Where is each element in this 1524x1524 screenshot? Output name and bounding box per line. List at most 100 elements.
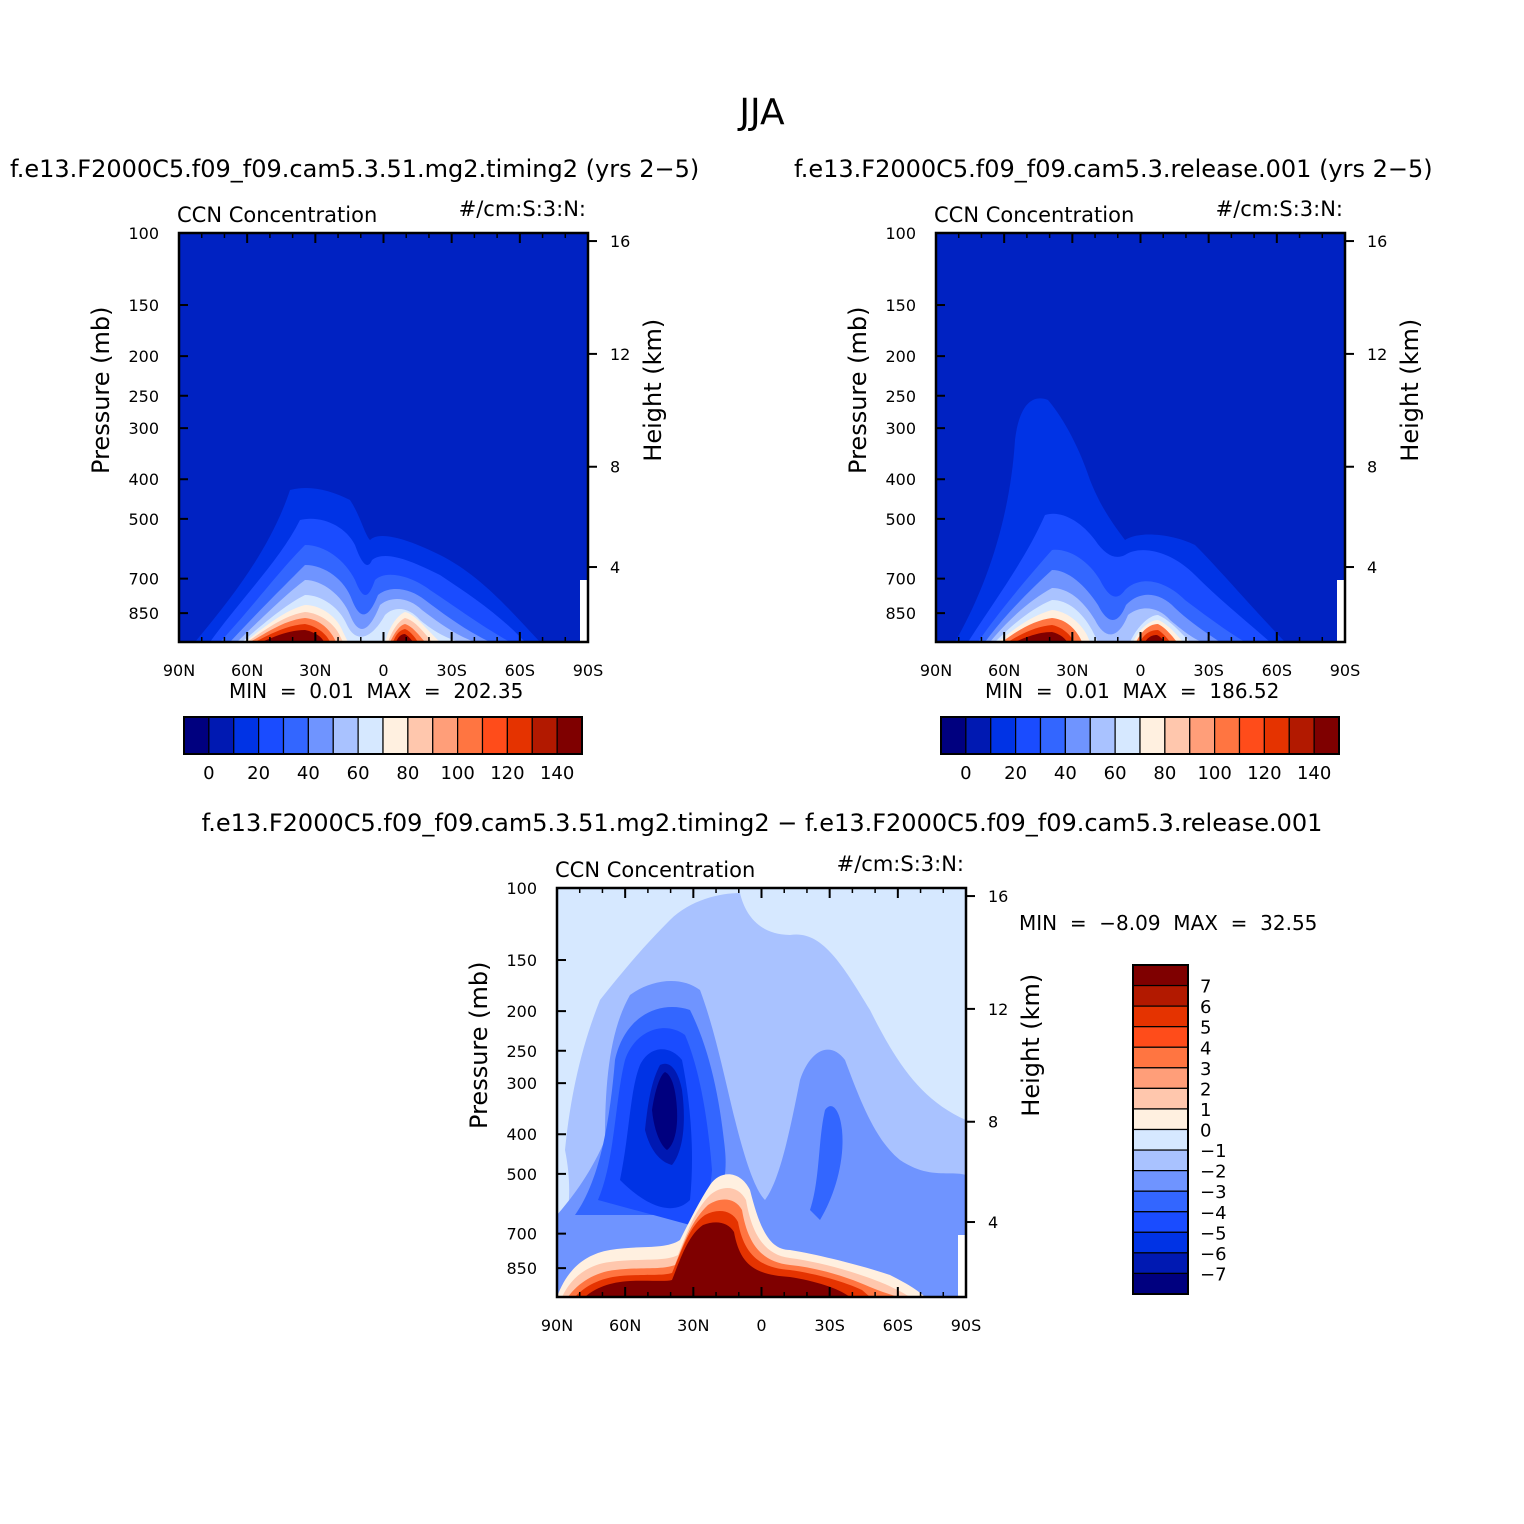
colorbar-label: 40 [297, 763, 320, 784]
colorbar-label: 0 [203, 763, 214, 784]
height-tick-label: 8 [988, 1113, 998, 1132]
latitude-tick-label: 0 [378, 661, 388, 680]
panel-title-control: f.e13.F2000C5.f09_f09.cam5.3.51.mg2.timi… [10, 155, 700, 183]
height-tick-label: 16 [610, 232, 630, 251]
latitude-tick-label: 60N [609, 1316, 641, 1335]
pressure-tick-label: 850 [885, 604, 916, 623]
main-title: JJA [739, 92, 785, 133]
diff-colorbar-label: 7 [1200, 977, 1211, 998]
diff-colorbar-swatch [1132, 1170, 1189, 1192]
colorbar-swatch [457, 716, 484, 755]
colorbar-swatch [183, 716, 210, 755]
height-tick-label: 16 [1367, 232, 1387, 251]
latitude-tick-label: 90S [1330, 661, 1361, 680]
diff-colorbar-swatch [1132, 1231, 1189, 1254]
units-label: #/cm:S:3:N: [1216, 197, 1343, 221]
min-max-label: MIN = 0.01 MAX = 202.35 [229, 679, 523, 703]
pressure-tick-label: 100 [885, 224, 916, 243]
pressure-tick-label: 700 [128, 570, 159, 589]
diff-colorbar-label: −3 [1200, 1182, 1227, 1203]
pressure-tick-label: 100 [506, 879, 537, 898]
height-tick-label: 4 [1367, 558, 1377, 577]
colorbar-swatch [258, 716, 285, 755]
colorbar-swatch [531, 716, 558, 755]
height-axis-title: Height (km) [1017, 974, 1045, 1117]
diff-colorbar-swatch [1132, 1149, 1189, 1172]
height-tick-label: 8 [610, 458, 620, 477]
pressure-tick-label: 300 [128, 419, 159, 438]
pressure-axis-title: Pressure (mb) [844, 307, 872, 474]
diff-colorbar-label: 3 [1200, 1059, 1211, 1080]
colorbar-swatch [1039, 716, 1066, 755]
pressure-tick-label: 700 [506, 1225, 537, 1244]
latitude-tick-label: 60S [1262, 661, 1293, 680]
colorbar-label: 120 [490, 763, 524, 784]
pressure-tick-label: 400 [128, 470, 159, 489]
diff-colorbar-frame [1132, 964, 1189, 1295]
height-tick-label: 4 [610, 558, 620, 577]
panel-title-test: f.e13.F2000C5.f09_f09.cam5.3.release.001… [794, 155, 1433, 183]
latitude-tick-label: 0 [1135, 661, 1145, 680]
latitude-tick-label: 90N [920, 661, 952, 680]
colorbar-label: 100 [440, 763, 474, 784]
colorbar-swatch [307, 716, 334, 755]
colorbar-swatch [1139, 716, 1166, 755]
height-tick-label: 12 [610, 345, 630, 364]
colorbar-swatch [940, 716, 967, 755]
colorbar-swatch [282, 716, 309, 755]
pressure-axis-title: Pressure (mb) [87, 307, 115, 474]
variable-label: CCN Concentration [934, 203, 1134, 227]
height-tick-label: 12 [1367, 345, 1387, 364]
pressure-tick-label: 250 [885, 387, 916, 406]
colorbar-frame [183, 716, 583, 755]
colorbar-swatch [1015, 716, 1042, 755]
colorbar-label: 140 [1297, 763, 1331, 784]
diff-colorbar-label: −2 [1200, 1162, 1227, 1183]
diff-colorbar-label: −6 [1200, 1244, 1227, 1265]
colorbar-label: 20 [1004, 763, 1027, 784]
pressure-tick-label: 500 [128, 510, 159, 529]
colorbar-label: 20 [247, 763, 270, 784]
pressure-tick-label: 200 [506, 1002, 537, 1021]
colorbar-swatch [556, 716, 583, 755]
latitude-tick-label: 60N [231, 661, 263, 680]
axes-layer: CCN Concentration #/cm:S:3:N:100150200250… [87, 197, 1424, 1335]
diff-colorbar-label: 5 [1200, 1018, 1211, 1039]
colorbar-swatch [1089, 716, 1116, 755]
colorbar-frame [940, 716, 1340, 755]
min-max-label: MIN = 0.01 MAX = 186.52 [985, 679, 1279, 703]
pressure-tick-label: 850 [128, 604, 159, 623]
units-label: #/cm:S:3:N: [837, 852, 964, 876]
colorbar-swatch [1114, 716, 1141, 755]
colorbar-label: 140 [540, 763, 574, 784]
colorbar-label: 100 [1197, 763, 1231, 784]
colorbar-label: 120 [1247, 763, 1281, 784]
pressure-tick-label: 300 [506, 1074, 537, 1093]
diff-colorbar-label: −5 [1200, 1223, 1227, 1244]
contour-field-test [936, 233, 1345, 642]
colorbar-swatch [506, 716, 533, 755]
colorbar-swatch [1263, 716, 1290, 755]
colorbar-label: 80 [1153, 763, 1176, 784]
pressure-tick-label: 850 [506, 1259, 537, 1278]
diff-colorbar-swatch [1132, 984, 1189, 1007]
colorbar-swatch [1238, 716, 1265, 755]
pressure-tick-label: 500 [506, 1165, 537, 1184]
height-axis-title: Height (km) [639, 319, 667, 462]
colorbar-label: 0 [960, 763, 971, 784]
diff-colorbar-swatch [1132, 964, 1189, 987]
height-tick-label: 12 [988, 1000, 1008, 1019]
colorbar-swatch [382, 716, 409, 755]
pressure-tick-label: 200 [885, 347, 916, 366]
diff-colorbar-label: 4 [1200, 1038, 1211, 1059]
latitude-tick-label: 90S [573, 661, 604, 680]
diff-colorbar-label: 0 [1200, 1121, 1211, 1142]
diff-colorbar-label: −7 [1200, 1264, 1227, 1285]
pressure-axis-title: Pressure (mb) [465, 962, 493, 1129]
variable-label: CCN Concentration [177, 203, 377, 227]
latitude-tick-label: 30S [436, 661, 467, 680]
latitude-tick-label: 60S [883, 1316, 914, 1335]
pressure-tick-label: 250 [128, 387, 159, 406]
height-tick-label: 4 [988, 1213, 998, 1232]
pressure-tick-label: 500 [885, 510, 916, 529]
